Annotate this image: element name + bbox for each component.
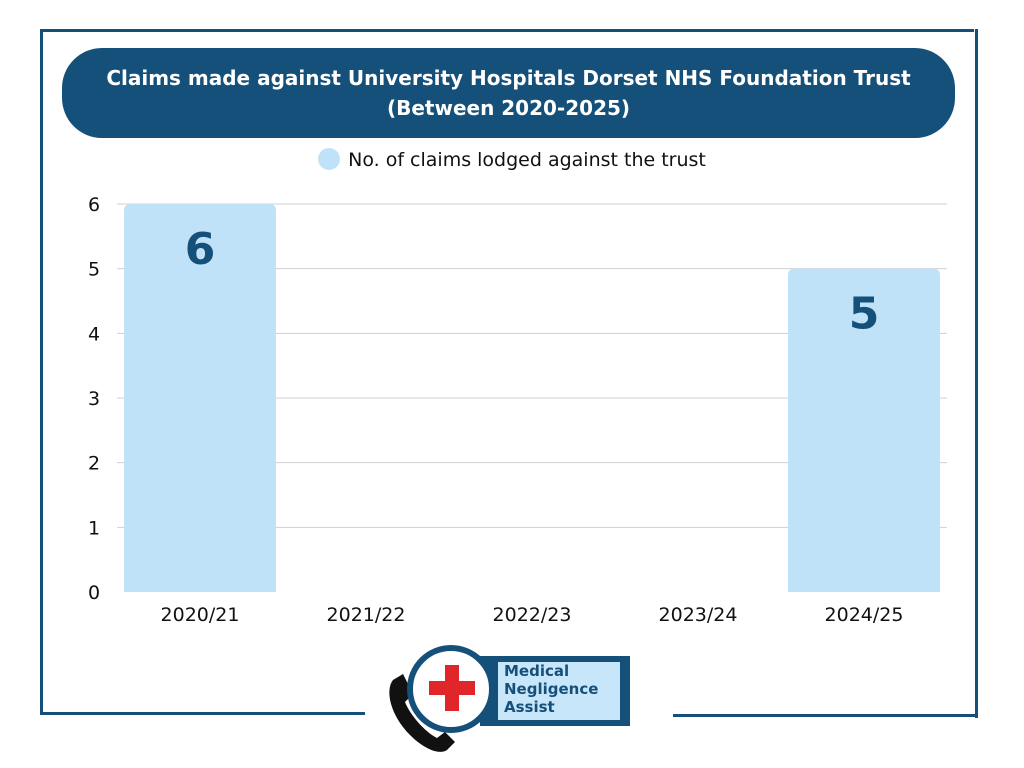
- legend-swatch: [318, 148, 341, 170]
- x-tick-label: 2024/25: [825, 604, 904, 626]
- logo-box: Medical Negligence Assist: [480, 656, 630, 726]
- bar-base: [124, 582, 276, 592]
- data-label: 5: [849, 289, 880, 340]
- logo: Medical Negligence Assist: [385, 645, 640, 755]
- y-tick-label: 0: [88, 582, 100, 604]
- x-tick-label: 2023/24: [659, 604, 738, 626]
- cross-icon-bar: [429, 681, 475, 695]
- frame-border-bottom-left: [40, 712, 365, 715]
- y-tick-label: 6: [88, 194, 100, 216]
- logo-line-3: Assist: [504, 698, 555, 716]
- bar: [788, 268, 940, 592]
- y-tick-label: 2: [88, 453, 100, 475]
- legend-label: No. of claims lodged against the trust: [348, 149, 706, 171]
- frame-border-top: [40, 29, 974, 32]
- chart-title: Claims made against University Hospitals…: [106, 66, 911, 90]
- logo-text: Medical Negligence Assist: [498, 662, 620, 720]
- logo-line-1: Medical: [504, 662, 570, 680]
- y-tick-label: 1: [88, 517, 100, 539]
- y-tick-label: 4: [88, 323, 100, 345]
- logo-line-2: Negligence: [504, 680, 599, 698]
- phone-icon: [389, 674, 455, 752]
- legend: No. of claims lodged against the trust: [0, 148, 1024, 171]
- frame-border-right: [975, 29, 978, 718]
- y-tick-label: 3: [88, 388, 100, 410]
- data-label: 6: [185, 224, 216, 275]
- y-tick-label: 5: [88, 259, 100, 281]
- x-tick-label: 2021/22: [327, 604, 406, 626]
- frame-border-left: [40, 29, 43, 715]
- frame-border-bottom-right: [673, 714, 978, 717]
- logo-circle: [407, 645, 495, 733]
- bar: [124, 204, 276, 592]
- x-tick-label: 2020/21: [161, 604, 240, 626]
- chart-title-banner: Claims made against University Hospitals…: [62, 48, 955, 138]
- chart-subtitle: (Between 2020-2025): [386, 96, 631, 120]
- x-tick-label: 2022/23: [493, 604, 572, 626]
- bar-base: [788, 582, 940, 592]
